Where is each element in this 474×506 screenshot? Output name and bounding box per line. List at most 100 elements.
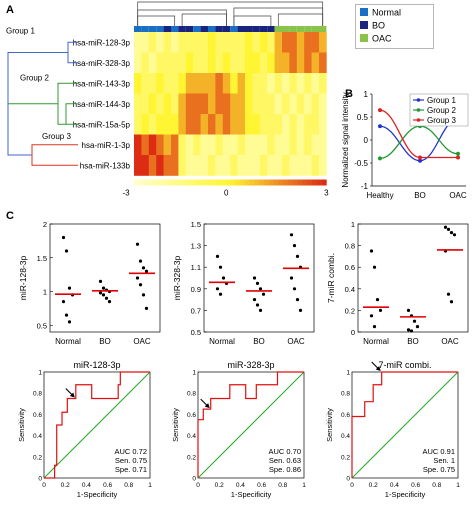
y-tick-label: 0.6 bbox=[341, 412, 350, 419]
class-cell bbox=[141, 26, 149, 32]
heat-cell bbox=[245, 134, 253, 156]
heat-cell bbox=[252, 52, 261, 74]
heat-cell bbox=[215, 93, 224, 115]
heat-cell bbox=[282, 73, 290, 94]
heat-cell bbox=[185, 73, 194, 94]
heat-cell bbox=[134, 32, 142, 53]
heat-cell bbox=[267, 134, 275, 156]
heat-cell bbox=[311, 52, 320, 74]
heat-cell bbox=[282, 93, 290, 115]
y-tick-label: 0 bbox=[38, 476, 42, 483]
heat-cell bbox=[178, 73, 187, 94]
heat-cell bbox=[274, 52, 283, 74]
scale-cell bbox=[292, 179, 298, 186]
data-point bbox=[138, 283, 143, 287]
heat-cell bbox=[311, 155, 320, 176]
heat-cell bbox=[311, 134, 320, 156]
y-axis-label: Normalized signal intensity bbox=[341, 92, 350, 187]
heat-cell bbox=[282, 155, 290, 176]
heat-cell bbox=[178, 93, 187, 115]
roc-annotation: Sen. 1 bbox=[433, 456, 455, 465]
class-cell bbox=[193, 26, 201, 32]
heat-cell bbox=[267, 73, 275, 94]
data-point bbox=[406, 328, 411, 332]
heat-cell bbox=[230, 155, 238, 176]
class-cell bbox=[178, 26, 186, 32]
scale-cell bbox=[249, 179, 255, 186]
heat-cell bbox=[185, 155, 194, 176]
scale-cell bbox=[177, 179, 183, 186]
heat-cell bbox=[171, 114, 179, 135]
data-point bbox=[292, 244, 297, 248]
data-point bbox=[98, 291, 103, 295]
y-tick-label: 0.6 bbox=[33, 412, 42, 419]
data-point bbox=[101, 293, 106, 297]
data-point bbox=[452, 233, 457, 237]
y-tick-label: 0.4 bbox=[345, 285, 355, 294]
y-tick-label: 0.2 bbox=[187, 454, 196, 461]
heat-cell bbox=[185, 134, 194, 156]
scale-cell bbox=[172, 179, 178, 186]
heat-cell bbox=[163, 52, 172, 74]
heat-cell bbox=[171, 155, 179, 176]
class-cell bbox=[319, 26, 327, 32]
legend-swatch bbox=[360, 34, 368, 42]
heat-cell bbox=[141, 134, 150, 156]
heat-cell bbox=[208, 52, 216, 74]
class-cell bbox=[296, 26, 305, 32]
roc-curve bbox=[351, 371, 458, 478]
heat-cell bbox=[200, 52, 209, 74]
class-cell bbox=[311, 26, 319, 32]
legend-swatch bbox=[360, 8, 368, 16]
class-cell bbox=[222, 26, 231, 32]
data-point bbox=[252, 276, 257, 280]
data-point bbox=[289, 233, 294, 237]
x-tick-label: Healthy bbox=[366, 191, 393, 200]
heat-cell bbox=[193, 114, 201, 135]
y-tick-label: 1.5 bbox=[191, 220, 201, 229]
class-cell bbox=[304, 26, 312, 32]
class-cell bbox=[200, 26, 208, 32]
heat-cell bbox=[134, 134, 142, 156]
y-axis-label: Sensitivity bbox=[325, 408, 334, 442]
heat-cell bbox=[156, 73, 164, 94]
row-label: hsa-miR-1-3p bbox=[82, 141, 131, 150]
y-tick-label: 1 bbox=[364, 90, 369, 99]
roc-annotation: AUC 0.70 bbox=[268, 447, 301, 456]
heat-cell bbox=[200, 134, 209, 156]
x-tick-label: 0 bbox=[350, 482, 354, 489]
y-tick-label: 1 bbox=[351, 220, 355, 229]
row-label: hsa-miR-128-3p bbox=[73, 38, 131, 47]
data-point bbox=[252, 298, 257, 302]
series-point bbox=[378, 124, 382, 129]
heat-cell bbox=[163, 73, 172, 94]
scale-cell bbox=[283, 179, 289, 186]
scale-cell bbox=[239, 179, 245, 186]
roc-7mir: 7-miR combi. 0 0.2 0.4 0.6 0.8 1 0 0.2 0.4 0.6 0.8 1… bbox=[325, 360, 460, 499]
class-cell bbox=[185, 26, 194, 32]
heat-cell bbox=[141, 73, 150, 94]
heat-cell bbox=[252, 93, 261, 115]
data-point bbox=[369, 249, 374, 253]
scale-cell bbox=[162, 179, 168, 186]
x-tick-label: 0 bbox=[42, 482, 46, 489]
data-point bbox=[449, 231, 454, 235]
roc-annotation: AUC 0.91 bbox=[422, 447, 455, 456]
heat-cell bbox=[252, 155, 261, 176]
heat-cell bbox=[208, 114, 216, 135]
heat-cell bbox=[200, 32, 209, 53]
heat-cell bbox=[237, 73, 246, 94]
dendrogram-branch bbox=[233, 15, 272, 26]
series-line bbox=[379, 125, 459, 160]
heat-cell bbox=[185, 114, 194, 135]
arrow-head bbox=[375, 366, 381, 371]
heat-cell bbox=[156, 93, 164, 115]
heat-cell bbox=[222, 93, 231, 115]
heat-cell bbox=[252, 73, 261, 94]
scale-cell bbox=[230, 179, 236, 186]
heat-cell bbox=[259, 93, 268, 115]
heat-cell bbox=[208, 73, 216, 94]
heat-cell bbox=[237, 114, 246, 135]
x-axis-label: 1-Specificity bbox=[385, 490, 426, 499]
dendrogram-branch bbox=[277, 13, 324, 26]
